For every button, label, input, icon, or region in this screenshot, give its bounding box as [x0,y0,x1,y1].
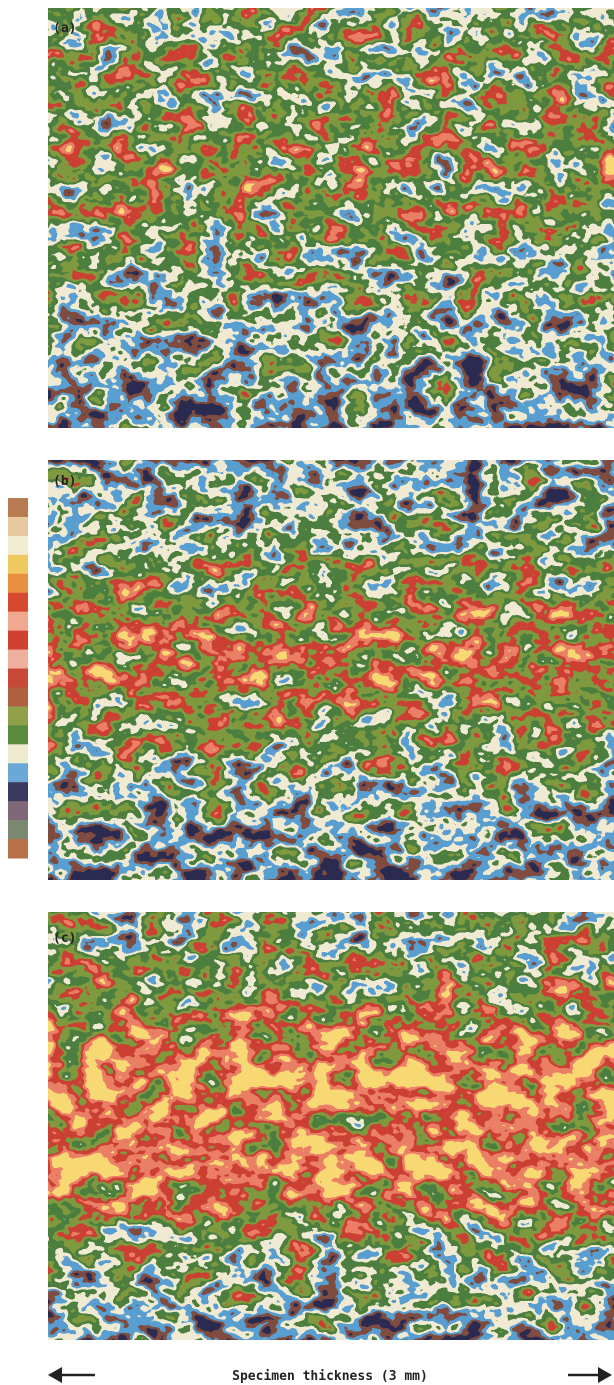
scale-swatch [8,517,28,536]
scale-swatch [8,763,28,782]
scale-swatch [8,725,28,744]
scale-swatch [8,612,28,631]
scale-swatch [8,650,28,669]
map-panel [48,460,614,880]
scale-swatch [8,631,28,650]
scale-swatch [8,687,28,706]
scale-swatch [8,555,28,574]
page: {"panels": [{"label": "(a)"}, {"label": … [0,0,614,1385]
panel-label: (c) [53,931,76,946]
color-scale [8,498,28,859]
arrow-head [598,1367,612,1383]
arrow-head [48,1367,62,1383]
scale-swatch [8,593,28,612]
figure: (a) (b) (c) Specimen thickness (3 mm) [0,0,614,1385]
arrow-left [48,1367,95,1383]
panel-label: (b) [53,474,76,489]
arrow-right [568,1367,612,1383]
panels [48,8,614,1340]
scale-swatch [8,782,28,801]
scale-swatch [8,574,28,593]
map-panel [48,8,614,428]
scale-swatch [8,498,28,517]
scale-swatch [8,744,28,763]
panel-label: (a) [53,21,76,36]
scale-swatch [8,839,28,858]
axis-caption: Specimen thickness (3 mm) [232,1369,428,1384]
scale-swatch [8,801,28,820]
scale-swatch [8,536,28,555]
scale-swatch [8,669,28,688]
scale-swatch [8,706,28,725]
scale-swatch [8,820,28,839]
map-panel [48,912,614,1340]
